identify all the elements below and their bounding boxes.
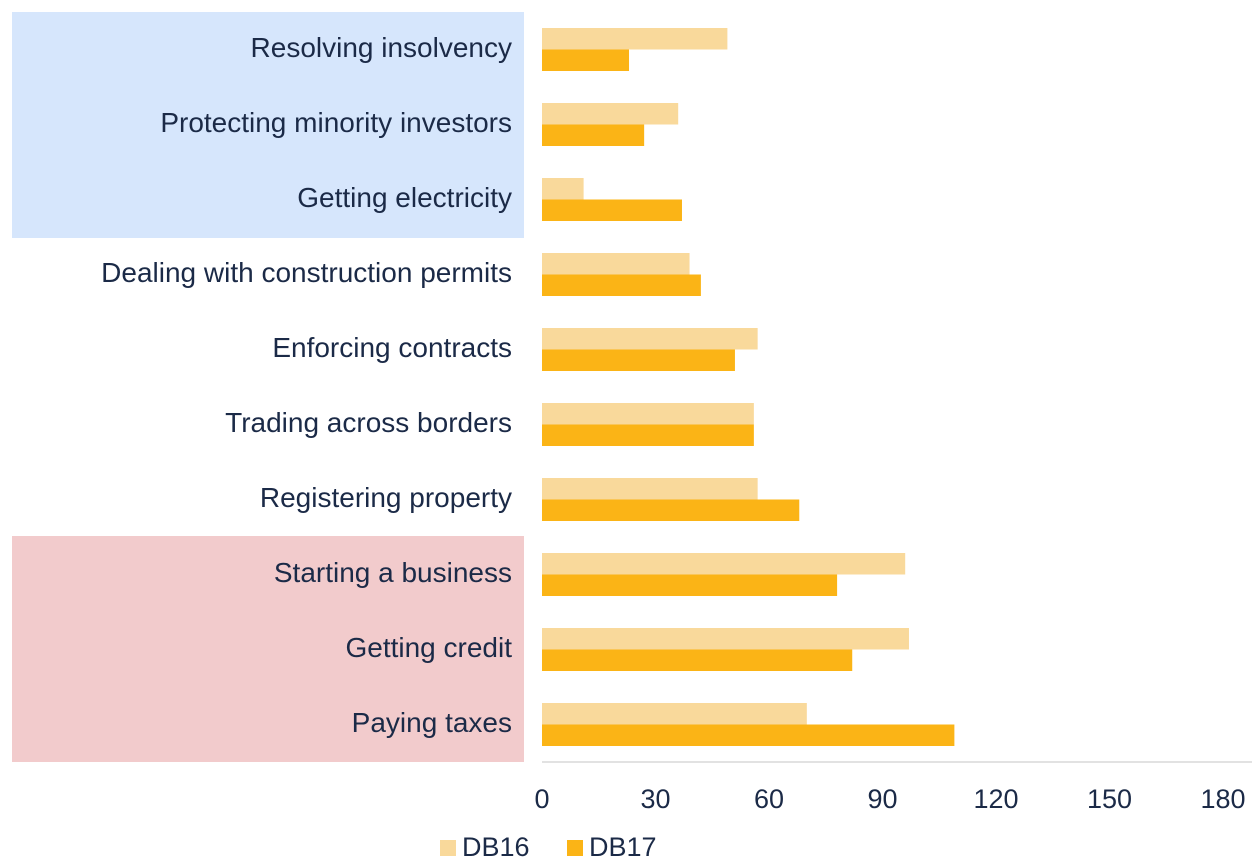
category-label: Starting a business	[274, 557, 512, 588]
bar	[542, 703, 807, 725]
x-tick-label: 30	[640, 784, 670, 814]
bar	[542, 553, 906, 575]
category-label: Protecting minority investors	[160, 107, 512, 138]
bar	[542, 49, 630, 71]
bar	[542, 403, 754, 425]
x-tick-label: 0	[534, 784, 549, 814]
bar	[542, 628, 909, 650]
bar	[542, 574, 838, 596]
category-label: Getting credit	[345, 632, 512, 663]
bar	[542, 274, 701, 296]
category-label: Resolving insolvency	[251, 32, 512, 63]
x-tick-label: 60	[754, 784, 784, 814]
bar	[542, 253, 690, 275]
highlight-bottom	[12, 536, 524, 762]
category-label: Paying taxes	[352, 707, 512, 738]
category-label: Registering property	[260, 482, 512, 513]
category-label: Getting electricity	[297, 182, 512, 213]
bar	[542, 328, 758, 350]
x-tick-label: 90	[867, 784, 897, 814]
bar	[542, 28, 728, 50]
x-tick-label: 180	[1200, 784, 1245, 814]
legend-swatch	[440, 840, 456, 856]
legend-label: DB16	[462, 832, 530, 862]
bar	[542, 178, 584, 200]
bar	[542, 649, 853, 671]
bar	[542, 499, 800, 521]
legend-swatch	[567, 840, 583, 856]
bar	[542, 424, 754, 446]
x-tick-label: 120	[973, 784, 1018, 814]
bar	[542, 103, 679, 125]
bar	[542, 478, 758, 500]
bar	[542, 199, 682, 221]
category-label: Trading across borders	[225, 407, 512, 438]
bar	[542, 724, 955, 746]
category-label: Dealing with construction permits	[101, 257, 512, 288]
bar	[542, 349, 735, 371]
bar	[542, 124, 645, 146]
legend-label: DB17	[589, 832, 657, 862]
highlight-top	[12, 12, 524, 238]
category-label: Enforcing contracts	[272, 332, 512, 363]
x-tick-label: 150	[1087, 784, 1132, 814]
